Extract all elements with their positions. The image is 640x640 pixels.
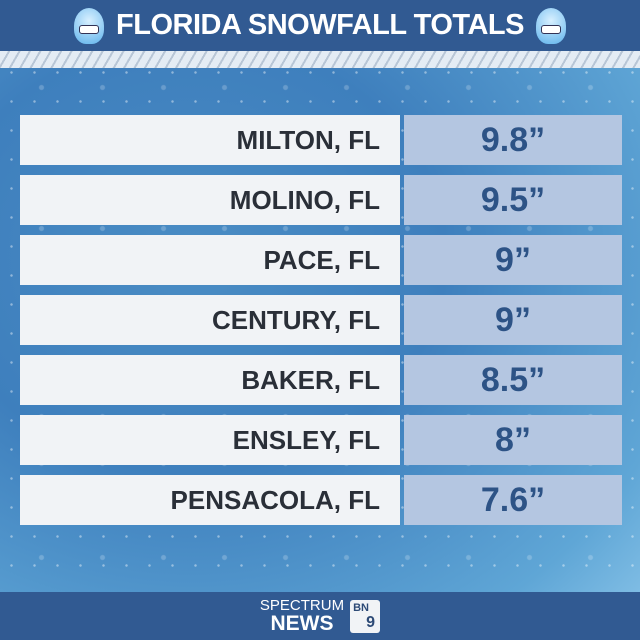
brand-bottom: NEWS	[270, 612, 334, 635]
snowfall-total: 8”	[404, 415, 622, 465]
location-label: ENSLEY, FL	[20, 415, 400, 465]
bn9-badge: BN 9	[350, 599, 381, 633]
table-row: BAKER, FL 8.5”	[20, 355, 622, 405]
location-label: CENTURY, FL	[20, 295, 400, 345]
location-label: BAKER, FL	[20, 355, 400, 405]
location-label: MILTON, FL	[20, 115, 400, 165]
striped-divider	[0, 51, 640, 68]
table-row: CENTURY, FL 9”	[20, 295, 622, 345]
location-label: PENSACOLA, FL	[20, 475, 400, 525]
snowfall-total: 7.6”	[404, 475, 622, 525]
badge-top: BN	[353, 601, 369, 614]
snowfall-total: 9”	[404, 235, 622, 285]
location-label: MOLINO, FL	[20, 175, 400, 225]
page-title: FLORIDA SNOWFALL TOTALS	[116, 9, 524, 41]
spectrum-news-logo: SPECTRUM NEWS	[260, 598, 344, 634]
table-row: PACE, FL 9”	[20, 235, 622, 285]
table-row: MILTON, FL 9.8”	[20, 115, 622, 165]
cold-face-emoji-icon	[535, 7, 566, 44]
snowfall-total: 8.5”	[404, 355, 622, 405]
header-banner: FLORIDA SNOWFALL TOTALS	[0, 0, 640, 51]
location-label: PACE, FL	[20, 235, 400, 285]
cold-face-emoji-icon	[74, 7, 105, 44]
table-row: ENSLEY, FL 8”	[20, 415, 622, 465]
table-row: MOLINO, FL 9.5”	[20, 175, 622, 225]
footer-logo: SPECTRUM NEWS BN 9	[0, 592, 640, 640]
table-row: PENSACOLA, FL 7.6”	[20, 475, 622, 525]
snowfall-total: 9”	[404, 295, 622, 345]
brand-top: SPECTRUM	[259, 597, 345, 614]
badge-bottom: 9	[366, 613, 376, 631]
snowfall-total: 9.8”	[404, 115, 622, 165]
snowfall-total: 9.5”	[404, 175, 622, 225]
